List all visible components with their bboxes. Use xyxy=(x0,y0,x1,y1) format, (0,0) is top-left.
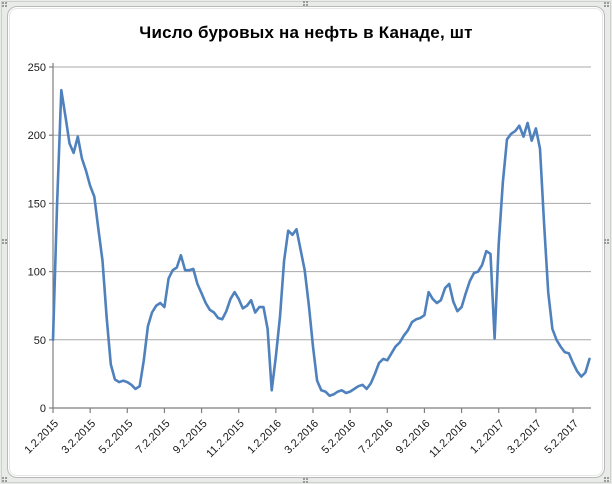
x-tick-label: 3.2.2015 xyxy=(59,418,98,457)
x-tick-label: 11.2.2015 xyxy=(204,418,247,461)
y-tick-label: 250 xyxy=(28,62,46,74)
x-tick-label: 3.2.2017 xyxy=(505,418,544,457)
y-tick-label: 100 xyxy=(28,267,46,279)
series-line[interactable] xyxy=(51,88,591,398)
selection-handle[interactable] xyxy=(604,477,606,479)
x-tick-label: 5.2.2015 xyxy=(97,418,136,457)
y-tick-label: 0 xyxy=(40,403,46,415)
x-tick-label: 1.2.2016 xyxy=(245,418,284,457)
x-tick-label: 9.2.2016 xyxy=(394,418,433,457)
x-tick-label: 11.2.2016 xyxy=(427,418,470,461)
x-tick-label: 5.2.2016 xyxy=(319,418,358,457)
y-tick-label: 150 xyxy=(28,198,46,210)
selection-handle[interactable] xyxy=(2,239,4,241)
x-tick-label: 1.2.2015 xyxy=(22,418,61,457)
selection-handle[interactable] xyxy=(303,1,305,3)
chart-object[interactable] xyxy=(7,6,605,478)
x-tick-label: 5.2.2017 xyxy=(542,418,581,457)
selection-handle[interactable] xyxy=(2,477,4,479)
x-tick-label: 7.2.2016 xyxy=(357,418,396,457)
selection-handle[interactable] xyxy=(604,2,606,4)
y-tick-label: 50 xyxy=(34,335,46,347)
chart-title: Число буровых на нефть в Канаде, шт xyxy=(139,23,473,42)
x-tick-label: 7.2.2015 xyxy=(134,418,173,457)
selection-handle[interactable] xyxy=(604,239,606,241)
selection-handle[interactable] xyxy=(2,2,4,4)
y-tick-label: 200 xyxy=(28,130,46,142)
x-tick-label: 9.2.2015 xyxy=(171,418,210,457)
selection-handle[interactable] xyxy=(303,478,305,480)
x-tick-label: 1.2.2017 xyxy=(468,418,507,457)
x-tick-label: 3.2.2016 xyxy=(282,418,321,457)
